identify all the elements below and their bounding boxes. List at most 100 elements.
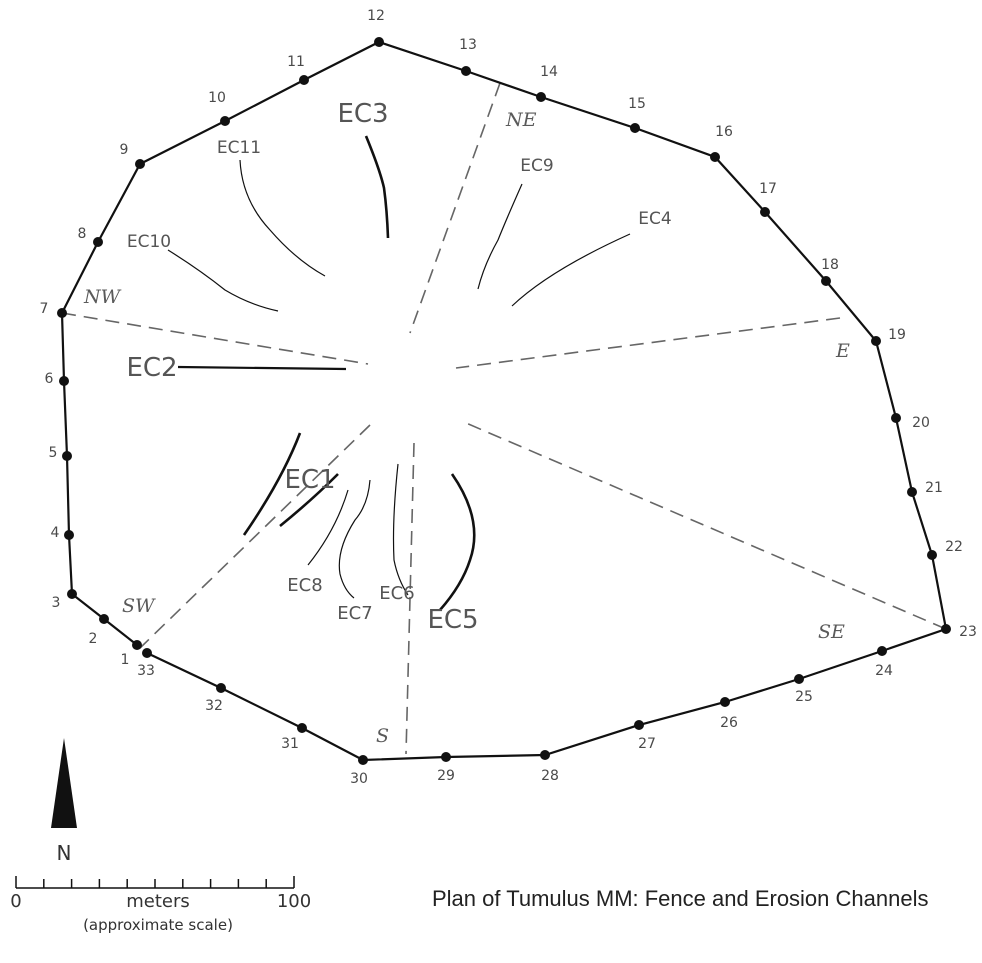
- fence-post-label: 25: [795, 689, 813, 705]
- erosion-channel-label: EC2: [126, 353, 177, 383]
- erosion-channel-label: EC11: [217, 138, 261, 158]
- erosion-channel-label: EC3: [337, 99, 388, 129]
- fence-post-label: 24: [875, 663, 893, 679]
- fence-post-label: 30: [350, 771, 368, 787]
- fence-post: [540, 750, 550, 760]
- fence-post: [220, 116, 230, 126]
- fence-post: [374, 37, 384, 47]
- erosion-channel: [511, 233, 631, 307]
- fence-post: [59, 376, 69, 386]
- fence-post: [57, 308, 67, 318]
- fence-post-label: 6: [45, 371, 54, 387]
- fence-post: [358, 755, 368, 765]
- fence-post: [536, 92, 546, 102]
- fence-post-label: 32: [205, 698, 223, 714]
- erosion-channel: [177, 365, 347, 371]
- fence-post-label: 26: [720, 715, 738, 731]
- fence-post-label: 29: [437, 768, 455, 784]
- fence-post: [941, 624, 951, 634]
- sector-label: NE: [505, 109, 537, 131]
- erosion-channel: [279, 473, 339, 528]
- fence-post-label: 1: [121, 652, 130, 668]
- sector-label: SW: [122, 595, 156, 617]
- fence-post-label: 31: [281, 736, 299, 752]
- fence-post: [634, 720, 644, 730]
- fence-post-label: 18: [821, 257, 839, 273]
- fence-post-label: 16: [715, 124, 733, 140]
- sector-line: [455, 317, 841, 369]
- erosion-channel-label: EC1: [284, 465, 335, 495]
- fence-post: [794, 674, 804, 684]
- fence-post: [62, 451, 72, 461]
- fence-post-labels: 1234567891011121314151617181920212223242…: [40, 8, 977, 787]
- erosion-channel: [239, 159, 326, 277]
- fence-post-label: 5: [49, 445, 58, 461]
- fence-post: [135, 159, 145, 169]
- fence-post: [871, 336, 881, 346]
- north-arrow-icon: [51, 738, 77, 828]
- erosion-channel-label: EC4: [638, 209, 671, 229]
- fence-post: [927, 550, 937, 560]
- fence-post-label: 13: [459, 37, 477, 53]
- fence-post: [216, 683, 226, 693]
- fence-post: [441, 752, 451, 762]
- fence-post-label: 8: [78, 226, 87, 242]
- fence-post-label: 14: [540, 64, 558, 80]
- erosion-channel-label: EC8: [287, 575, 322, 596]
- fence-post: [132, 640, 142, 650]
- fence-post: [907, 487, 917, 497]
- fence-post-label: 15: [628, 96, 646, 112]
- erosion-channel-label: EC6: [379, 583, 414, 604]
- scale-end-label: 100: [277, 891, 311, 912]
- fence-post-label: 20: [912, 415, 930, 431]
- erosion-channel: [167, 249, 279, 312]
- fence-post-label: 12: [367, 8, 385, 24]
- map-title: Plan of Tumulus MM: Fence and Erosion Ch…: [432, 886, 928, 911]
- fence-post: [64, 530, 74, 540]
- erosion-channel: [477, 183, 523, 290]
- fence-post-label: 4: [51, 525, 60, 541]
- north-label: N: [57, 841, 72, 865]
- sector-labels: NE E SE S SW NW: [83, 109, 850, 747]
- erosion-channel: [242, 432, 302, 536]
- fence-post: [297, 723, 307, 733]
- fence-post: [93, 237, 103, 247]
- fence-post-label: 22: [945, 539, 963, 555]
- erosion-channels: [167, 135, 631, 611]
- fence-post-label: 19: [888, 327, 906, 343]
- sector-line: [409, 82, 501, 334]
- sector-line: [61, 312, 369, 365]
- fence-post-label: 11: [287, 54, 305, 70]
- scale-unit-label: meters: [126, 891, 190, 912]
- fence-post-label: 9: [120, 142, 129, 158]
- fence-post: [720, 697, 730, 707]
- fence-post-label: 7: [40, 301, 49, 317]
- sector-line: [139, 424, 371, 649]
- sector-line: [465, 422, 947, 630]
- scale-bar: 0 100 meters (approximate scale): [10, 876, 311, 934]
- north-arrow: N: [51, 738, 77, 865]
- erosion-channel-label: EC7: [337, 603, 372, 624]
- erosion-channel-label: EC10: [127, 232, 171, 252]
- erosion-channel-labels: EC1 EC2 EC3 EC4 EC5 EC6 EC7 EC8 EC9 EC10 EC11: [126, 99, 671, 635]
- erosion-channel: [338, 479, 371, 599]
- fence-post: [630, 123, 640, 133]
- fence-post: [891, 413, 901, 423]
- sector-label: SE: [818, 621, 845, 643]
- fence-post: [821, 276, 831, 286]
- fence-post: [299, 75, 309, 85]
- erosion-channel-label: EC5: [427, 605, 478, 635]
- sector-label: S: [376, 725, 389, 747]
- fence-line: [60, 40, 948, 762]
- sector-label: NW: [83, 286, 122, 308]
- fence-post-label: 28: [541, 768, 559, 784]
- fence-post-label: 27: [638, 736, 656, 752]
- fence-post-label: 17: [759, 181, 777, 197]
- fence-post-label: 23: [959, 624, 977, 640]
- scale-note: (approximate scale): [83, 916, 233, 934]
- sector-line: [405, 442, 415, 755]
- fence-post: [99, 614, 109, 624]
- fence-post: [142, 648, 152, 658]
- fence-post: [877, 646, 887, 656]
